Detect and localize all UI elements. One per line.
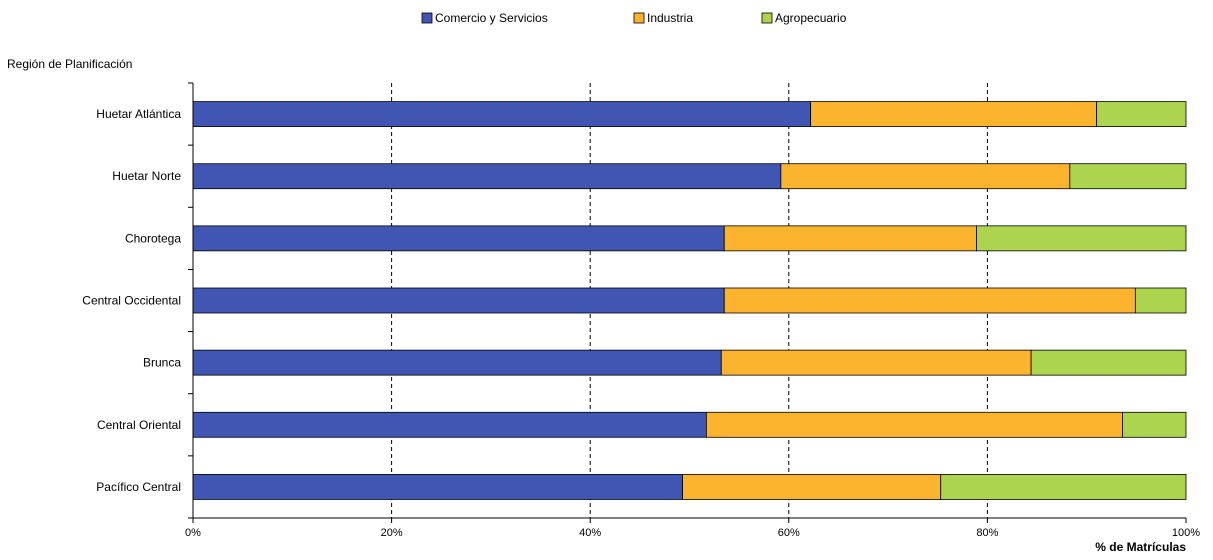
bar-segment	[1134, 287, 1187, 314]
bar-segment	[723, 287, 1136, 314]
bars	[192, 101, 1187, 500]
category-label: Chorotega	[125, 231, 181, 245]
category-label: Central Oriental	[97, 418, 181, 432]
legend-label: Comercio y Servicios	[435, 11, 548, 25]
bar-segment	[192, 349, 722, 376]
bar-segment	[1030, 349, 1187, 376]
x-tick-label: 100%	[1172, 527, 1200, 539]
y-axis-title: Región de Planificación	[7, 57, 132, 71]
legend-swatch	[421, 12, 433, 24]
bar-segment	[940, 474, 1187, 500]
bar-segment	[682, 474, 942, 500]
x-tick-label: 20%	[381, 527, 403, 539]
legend-label: Agropecuario	[775, 11, 847, 25]
legend-label: Industria	[647, 11, 693, 25]
category-label: Huetar Atlántica	[96, 107, 181, 121]
legend: Comercio y Servicios Industria Agropecuari…	[421, 11, 847, 25]
legend-swatch	[761, 12, 773, 24]
category-label: Pacífico Central	[96, 480, 181, 494]
category-label: Brunca	[143, 356, 181, 370]
category-label: Huetar Norte	[112, 169, 181, 183]
bar-segment	[810, 101, 1098, 127]
category-labels: Huetar Atlántica Huetar Norte Chorotega Cen…	[82, 107, 181, 494]
legend-swatch	[633, 12, 645, 24]
x-tick-label: 60%	[778, 527, 800, 539]
bar-segment	[705, 411, 1123, 438]
bar-segment	[723, 225, 977, 252]
bar-segment	[192, 287, 725, 314]
bar-segment	[720, 349, 1032, 376]
bar-segment	[1069, 163, 1187, 190]
x-tick-label: 0%	[185, 527, 201, 539]
bar-segment	[192, 225, 725, 252]
bar-segment	[976, 225, 1187, 252]
bar-segment	[780, 163, 1071, 190]
category-label: Central Occidental	[82, 294, 181, 308]
bar-segment	[192, 163, 782, 190]
axes	[188, 82, 1187, 523]
x-tick-label: 40%	[579, 527, 601, 539]
bar-segment	[192, 474, 683, 500]
bar-segment	[1122, 411, 1187, 438]
x-tick-labels: 0% 20% 40% 60% 80% 100%	[185, 527, 1200, 539]
x-tick-label: 80%	[976, 527, 998, 539]
bar-segment	[192, 411, 707, 438]
bar-segment	[1096, 101, 1187, 127]
bar-segment	[192, 101, 812, 127]
x-axis-title: % de Matrículas	[1095, 540, 1186, 554]
